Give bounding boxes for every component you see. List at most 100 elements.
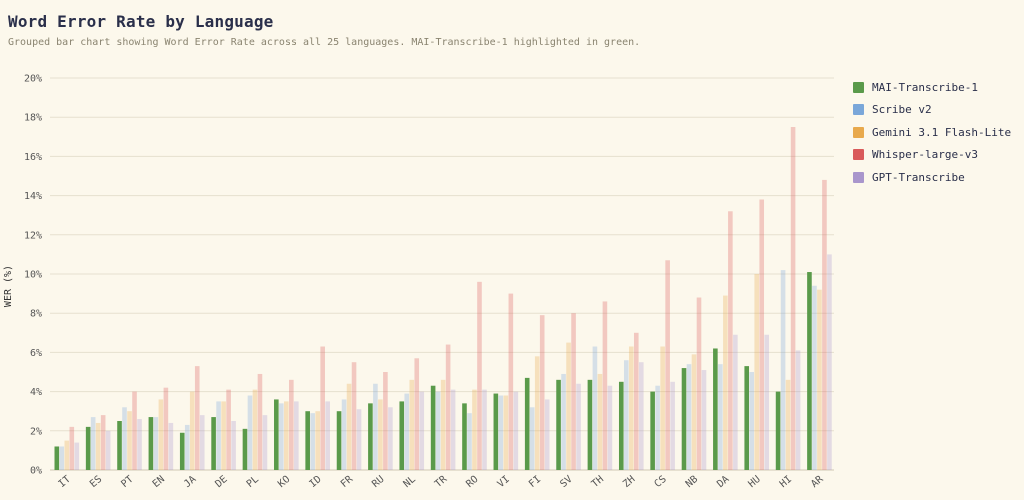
- x-tick-label: ZH: [621, 474, 637, 490]
- bar-hu-whisper-large-v3: [759, 199, 765, 470]
- legend-label: Whisper-large-v3: [872, 148, 978, 162]
- bar-it-scribe-v2: [59, 446, 65, 470]
- x-tick-label: RO: [464, 474, 480, 490]
- bar-hu-gemini-3-1-flash-lite: [754, 274, 760, 470]
- bar-sv-gemini-3-1-flash-lite: [566, 342, 571, 470]
- bar-pl-scribe-v2: [247, 395, 253, 470]
- bar-ro-mai-transcribe-1: [462, 403, 467, 470]
- bar-th-whisper-large-v3: [602, 301, 608, 470]
- bar-es-gemini-3-1-flash-lite: [95, 422, 101, 470]
- x-tick-label: CS: [652, 474, 668, 490]
- bar-zh-gemini-3-1-flash-lite: [628, 346, 634, 470]
- bar-ru-whisper-large-v3: [383, 372, 388, 470]
- x-tick-label: JA: [182, 474, 198, 490]
- bar-nl-whisper-large-v3: [414, 358, 420, 470]
- bar-hi-scribe-v2: [780, 270, 786, 470]
- bar-it-whisper-large-v3: [69, 426, 75, 470]
- y-tick-label: 10%: [24, 270, 42, 281]
- bar-pl-mai-transcribe-1: [242, 428, 248, 470]
- bar-nl-mai-transcribe-1: [399, 401, 405, 470]
- bar-sv-scribe-v2: [561, 373, 566, 470]
- x-tick-label: VI: [496, 474, 512, 490]
- bar-ja-mai-transcribe-1: [179, 432, 185, 470]
- bar-zh-gpt-transcribe: [638, 362, 644, 470]
- bar-hi-gemini-3-1-flash-lite: [785, 379, 791, 470]
- bar-chart: 0% 2% 4% 6% 8% 10% 12% 14% 16% 18% 20% IT ES PT EN JA D…: [3, 74, 834, 490]
- legend: MAI-Transcribe-1 Scribe v2 Gemini 3.1 Flas…: [853, 76, 1011, 189]
- bar-it-mai-transcribe-1: [54, 446, 60, 470]
- bar-ja-scribe-v2: [184, 424, 190, 470]
- bar-cs-scribe-v2: [655, 385, 660, 470]
- bar-fr-gemini-3-1-flash-lite: [346, 383, 352, 470]
- x-tick-label: IT: [57, 474, 73, 490]
- bar-tr-gpt-transcribe: [450, 389, 456, 470]
- bar-da-gpt-transcribe: [733, 334, 738, 470]
- chart-title: Word Error Rate by Language: [8, 12, 274, 31]
- bar-fi-whisper-large-v3: [539, 315, 545, 470]
- bar-cs-gemini-3-1-flash-lite: [660, 346, 665, 470]
- legend-label: Scribe v2: [872, 103, 932, 117]
- bar-en-scribe-v2: [153, 417, 159, 470]
- x-tick-label: ES: [88, 474, 104, 490]
- legend-item[interactable]: GPT-Transcribe: [853, 166, 1011, 189]
- legend-item[interactable]: MAI-Transcribe-1: [853, 76, 1011, 99]
- bar-id-scribe-v2: [310, 413, 315, 470]
- y-tick-label: 0%: [30, 466, 42, 477]
- bar-vi-scribe-v2: [498, 395, 504, 470]
- bar-nl-gemini-3-1-flash-lite: [409, 379, 415, 470]
- bar-fi-mai-transcribe-1: [524, 377, 530, 470]
- bar-ru-gpt-transcribe: [388, 407, 393, 470]
- bar-en-mai-transcribe-1: [148, 417, 154, 470]
- bar-id-gpt-transcribe: [325, 401, 330, 470]
- bar-de-mai-transcribe-1: [211, 417, 216, 470]
- bar-en-whisper-large-v3: [163, 387, 169, 470]
- bar-ro-whisper-large-v3: [477, 281, 482, 470]
- bar-sv-whisper-large-v3: [571, 313, 576, 470]
- bar-hi-gpt-transcribe: [795, 350, 801, 470]
- legend-item[interactable]: Whisper-large-v3: [853, 144, 1011, 167]
- bar-th-gemini-3-1-flash-lite: [597, 373, 603, 470]
- bar-id-gemini-3-1-flash-lite: [315, 411, 320, 470]
- bar-es-whisper-large-v3: [100, 415, 106, 470]
- bar-pt-whisper-large-v3: [132, 391, 137, 470]
- bar-ar-gemini-3-1-flash-lite: [817, 289, 822, 470]
- legend-label: MAI-Transcribe-1: [872, 80, 978, 94]
- bar-cs-mai-transcribe-1: [650, 391, 655, 470]
- bar-th-mai-transcribe-1: [587, 379, 593, 470]
- bar-fr-whisper-large-v3: [351, 362, 357, 470]
- y-tick-label: 4%: [30, 387, 42, 398]
- legend-swatch: [853, 149, 864, 161]
- bar-ar-whisper-large-v3: [822, 179, 827, 471]
- x-tick-label: HI: [778, 474, 794, 490]
- bar-da-scribe-v2: [718, 364, 723, 470]
- x-tick-label: DA: [715, 474, 731, 490]
- bar-nb-scribe-v2: [686, 364, 692, 470]
- legend-item[interactable]: Gemini 3.1 Flash-Lite: [853, 121, 1011, 144]
- legend-label: Gemini 3.1 Flash-Lite: [872, 125, 1012, 139]
- y-tick-label: 18%: [24, 113, 42, 124]
- x-axis-ticks: IT ES PT EN JA DE PL KO ID FR RU NL TR RO VI FI SV TH ZH CS…: [57, 473, 827, 490]
- legend-swatch: [853, 104, 864, 116]
- bar-nb-whisper-large-v3: [696, 297, 702, 470]
- bar-nl-gpt-transcribe: [419, 391, 425, 470]
- bar-id-whisper-large-v3: [320, 346, 325, 470]
- legend-swatch: [853, 126, 864, 138]
- x-tick-label: EN: [151, 474, 167, 490]
- x-tick-label: NL: [402, 474, 418, 490]
- bar-pt-scribe-v2: [122, 407, 127, 470]
- bar-ru-mai-transcribe-1: [368, 403, 373, 470]
- x-tick-label: TR: [433, 473, 450, 490]
- bar-ru-gemini-3-1-flash-lite: [378, 399, 383, 470]
- x-tick-label: AR: [809, 473, 826, 490]
- bar-ko-gemini-3-1-flash-lite: [284, 401, 289, 470]
- bar-hi-whisper-large-v3: [790, 127, 796, 470]
- bar-pl-gpt-transcribe: [262, 415, 268, 470]
- x-tick-label: RU: [370, 474, 386, 490]
- bar-it-gpt-transcribe: [74, 442, 80, 470]
- bar-ja-gemini-3-1-flash-lite: [189, 391, 195, 470]
- bar-vi-gpt-transcribe: [513, 391, 519, 470]
- bar-zh-mai-transcribe-1: [618, 381, 624, 470]
- bar-en-gpt-transcribe: [168, 422, 174, 470]
- legend-item[interactable]: Scribe v2: [853, 99, 1011, 122]
- bar-tr-scribe-v2: [435, 391, 441, 470]
